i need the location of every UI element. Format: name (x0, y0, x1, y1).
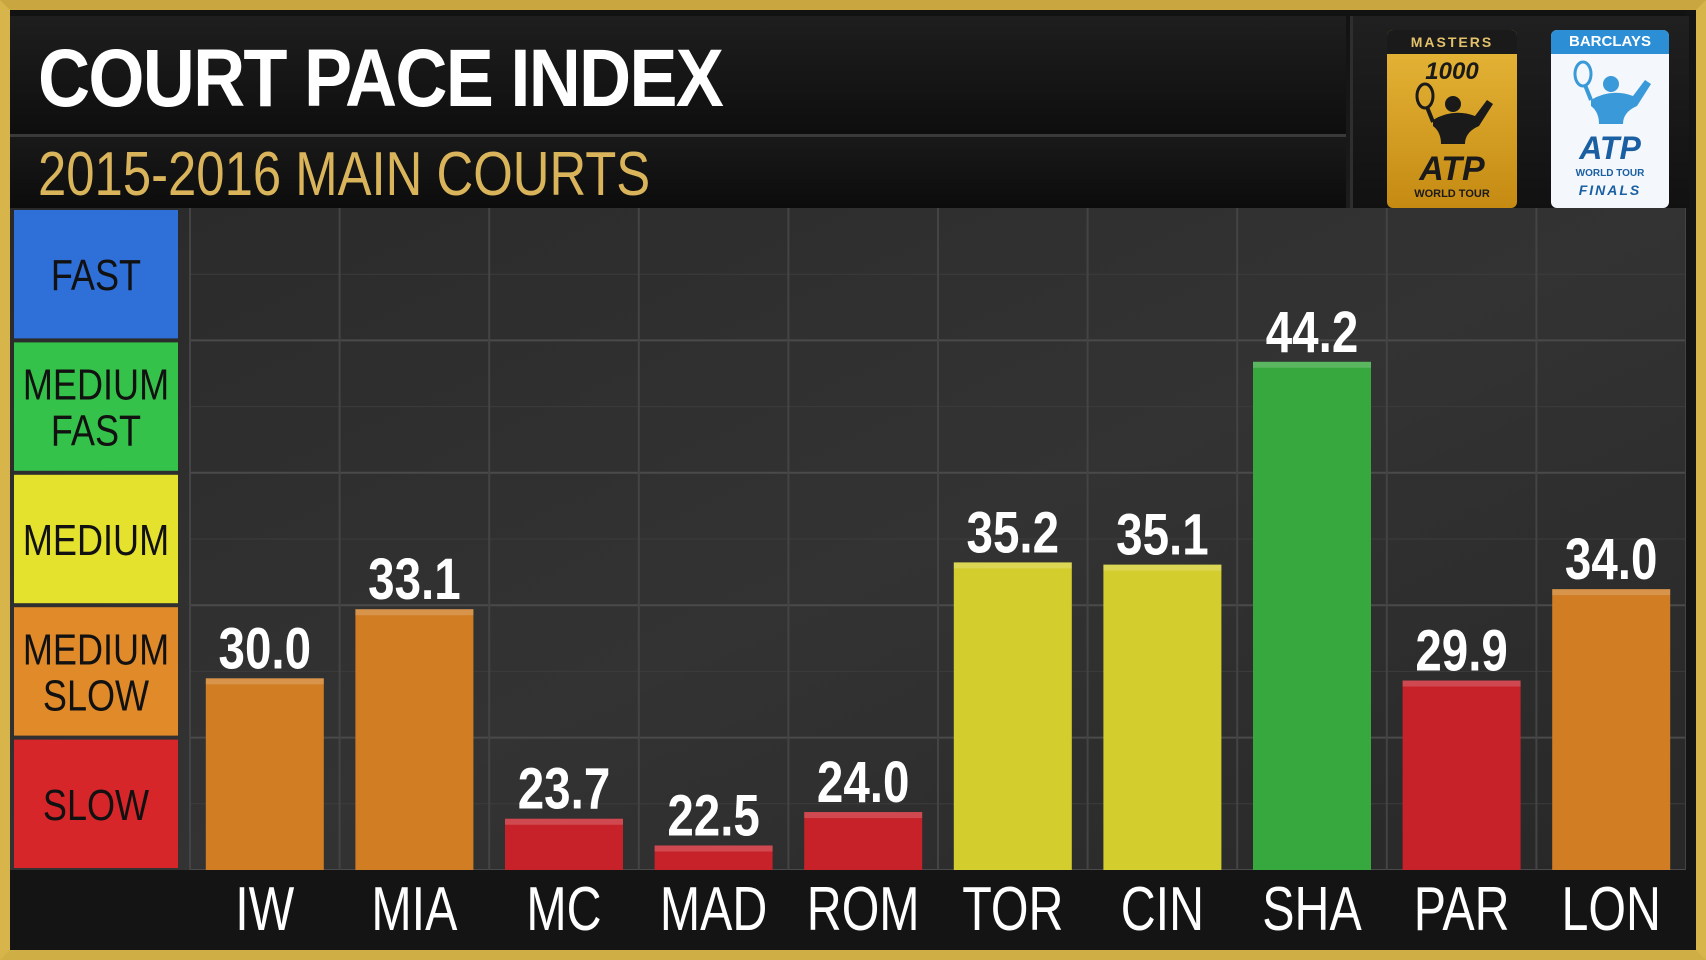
category-tick-label: MC (526, 874, 601, 943)
bar (1552, 589, 1671, 870)
atp-masters-1000-logo: MASTERS 1000 ATP WORLD TOUR (1387, 30, 1517, 208)
bar (1103, 564, 1222, 870)
legend-band (14, 739, 178, 868)
bar-value-label: 30.0 (219, 617, 312, 682)
barclays-label: BARCLAYS (1551, 30, 1669, 54)
bar (804, 812, 923, 870)
bar-highlight (1552, 589, 1671, 596)
bar-value-label: 29.9 (1415, 619, 1508, 684)
page-title: COURT PACE INDEX (38, 33, 724, 124)
bar-highlight (1402, 680, 1521, 687)
category-tick-label: ROM (807, 874, 920, 943)
masters-number: 1000 (1425, 58, 1479, 85)
legend-band (14, 210, 178, 339)
bar (205, 678, 324, 870)
legend-label: SLOW (43, 780, 149, 829)
bar-value-label: 22.5 (667, 784, 760, 849)
bar-highlight (654, 845, 773, 852)
bar-value-label: 35.1 (1116, 503, 1209, 568)
masters-label: MASTERS (1387, 30, 1517, 54)
masters-brand: ATP (1419, 150, 1485, 188)
bar-value-label: 34.0 (1565, 528, 1658, 593)
category-tick-label: LON (1561, 874, 1660, 943)
legend-label: MEDIUM (23, 516, 169, 565)
category-tick-label: MIA (371, 874, 457, 943)
bar-value-label: 44.2 (1266, 300, 1359, 365)
category-axis-band (10, 870, 1686, 950)
category-tick-label: IW (235, 874, 295, 943)
atp-finals-logo: BARCLAYS ATP WORLD TOUR FINALS (1551, 30, 1669, 208)
bar-value-label: 35.2 (967, 501, 1060, 566)
legend-label: FAST (51, 406, 141, 455)
legend-label: SLOW (43, 671, 149, 720)
bar-highlight (804, 812, 923, 819)
bar (654, 845, 773, 870)
finals-label: FINALS (1578, 182, 1642, 198)
bar-value-label: 33.1 (368, 548, 461, 613)
bar-highlight (953, 562, 1072, 569)
category-tick-label: CIN (1121, 874, 1204, 943)
page-subtitle: 2015-2016 MAIN COURTS (38, 140, 651, 209)
masters-tagline: WORLD TOUR (1414, 188, 1490, 200)
header: COURT PACE INDEX 2015-2016 MAIN COURTS M… (10, 10, 1689, 208)
legend-band (14, 474, 178, 604)
legend-label: FAST (51, 251, 141, 300)
bar (953, 562, 1072, 870)
bar (1402, 680, 1521, 870)
bar-highlight (1253, 361, 1371, 368)
player-silhouette-icon (1415, 82, 1493, 144)
subtitle-bar: 2015-2016 MAIN COURTS (10, 138, 1346, 208)
category-tick-label: PAR (1414, 874, 1510, 943)
category-labels: IW MIA MC MAD ROM TOR CIN SHA PAR LON (235, 874, 1661, 943)
bar-highlight (355, 609, 474, 616)
bar (1253, 361, 1371, 870)
legend-band (14, 607, 178, 736)
logo-panel: MASTERS 1000 ATP WORLD TOUR BARCLAYS ATP… (1350, 16, 1689, 208)
bar-highlight (505, 818, 623, 825)
finals-brand: ATP (1579, 130, 1641, 166)
category-tick-label: SHA (1262, 874, 1361, 943)
bar-value-label: 24.0 (817, 751, 910, 816)
bars: 30.0 33.1 23.7 22.5 24.0 35.2 35.1 44.2 29.9 34.0 (205, 300, 1671, 870)
finals-player-icon (1573, 60, 1651, 124)
finals-tagline: WORLD TOUR (1575, 168, 1645, 179)
bar-chart: FAST MEDIUM FAST MEDIUM MEDIUM SLOW SLOW 30.0 3… (10, 208, 1686, 950)
bar (505, 818, 623, 870)
bar-value-label: 23.7 (518, 757, 611, 822)
legend-band (14, 342, 178, 471)
legend-label: MEDIUM (23, 625, 169, 674)
category-tick-label: TOR (962, 874, 1063, 943)
bar (355, 609, 474, 870)
bar-highlight (1103, 564, 1222, 571)
legend-label: MEDIUM (23, 360, 169, 409)
title-bar: COURT PACE INDEX (10, 16, 1346, 137)
category-tick-label: MAD (660, 874, 767, 943)
bar-highlight (205, 678, 324, 685)
